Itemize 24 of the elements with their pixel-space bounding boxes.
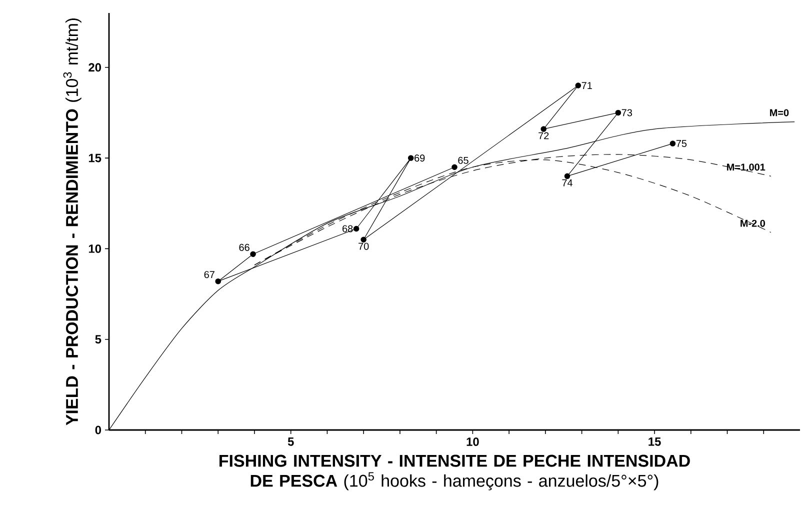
x-tick-label: 10 bbox=[466, 438, 479, 446]
y-tick-label: 0 bbox=[95, 426, 101, 434]
annotation: 68 bbox=[342, 225, 353, 232]
annotation: 74 bbox=[562, 179, 572, 186]
x-tick-label: 15 bbox=[648, 438, 661, 446]
series-label: M=1.001 bbox=[727, 164, 766, 171]
series-label: M=0 bbox=[770, 109, 789, 116]
y-tick-label: 5 bbox=[95, 335, 102, 344]
annotation: 67 bbox=[204, 271, 214, 278]
x-tick-label: 5 bbox=[288, 438, 294, 446]
y-tick-label: 20 bbox=[88, 63, 101, 72]
annotation: 73 bbox=[622, 109, 632, 116]
annotation: 72 bbox=[538, 132, 549, 140]
annotation: 75 bbox=[676, 140, 687, 148]
annotation: 70 bbox=[358, 242, 369, 250]
y-tick-label: 15 bbox=[88, 154, 102, 162]
annotation: 71 bbox=[582, 82, 592, 89]
series-label: M-2.0 bbox=[740, 220, 765, 227]
annotation: 69 bbox=[414, 154, 425, 162]
annotation: 66 bbox=[239, 244, 250, 251]
x-axis-title: FISHING INTENSITY - INTENSITE DE PECHE INTENSIDAD DE PESCA (10$^{5}$ hooks - hameçons - anzuelos/5°×5°) bbox=[220, 454, 690, 490]
y-tick-label: 10 bbox=[88, 244, 101, 253]
y-axis-title: YIELD - PRODUCTION - RENDIMIENTO (10$^{3}$ mt/tm) bbox=[63, 18, 82, 426]
annotation: 65 bbox=[458, 156, 468, 164]
